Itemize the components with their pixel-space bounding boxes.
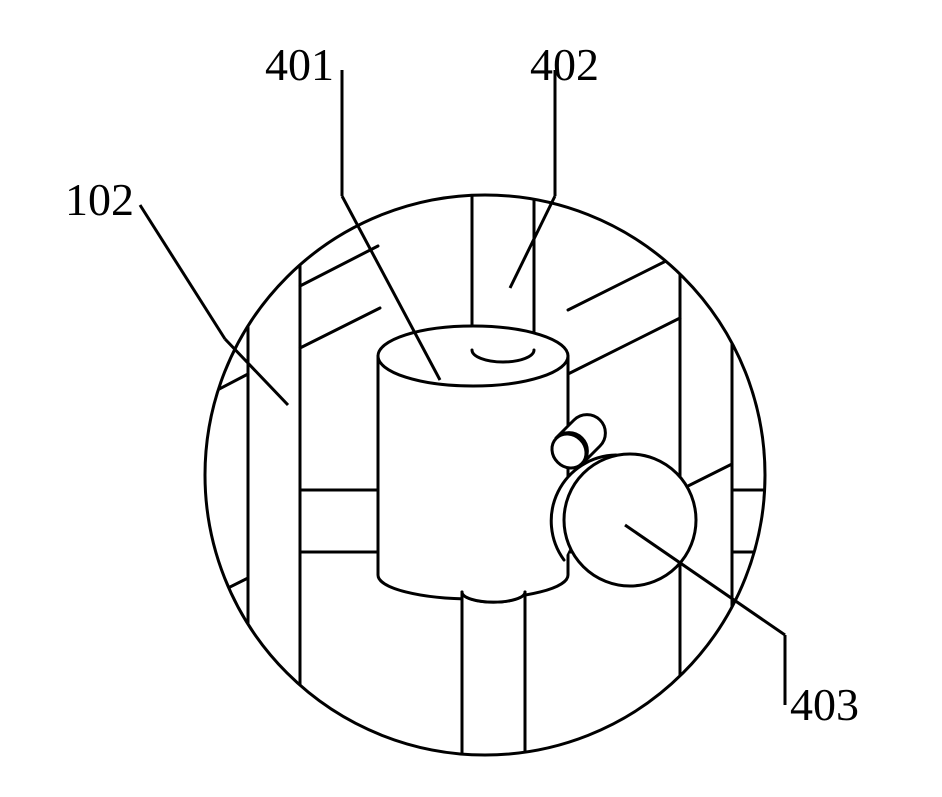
label-402: 402: [530, 39, 599, 90]
background-shelf-upper-left: [160, 246, 380, 420]
knob-403: [551, 454, 696, 586]
rod-bottom-402: [462, 592, 525, 797]
left-vertical-bar-102: [248, 170, 300, 780]
label-102: 102: [65, 174, 134, 225]
background-shelf-upper-right: [568, 180, 830, 374]
label-403: 403: [790, 679, 859, 730]
sleeve-body-401: [378, 326, 568, 599]
right-vertical-bar: [680, 170, 732, 780]
drawing-contents: [160, 160, 830, 797]
label-401: 401: [265, 39, 334, 90]
technical-diagram: 102 401 402 403: [0, 0, 942, 797]
